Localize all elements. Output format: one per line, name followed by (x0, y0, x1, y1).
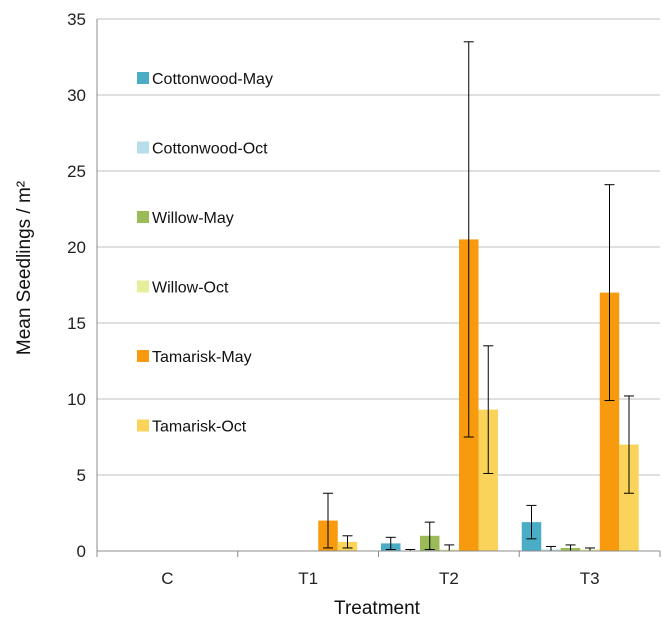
y-tick-label: 5 (77, 466, 86, 485)
axes (96, 19, 661, 557)
bar (599, 292, 620, 551)
legend-swatch (137, 419, 149, 432)
legend-swatch (137, 211, 149, 223)
legend-label: Cottonwood-Oct (152, 141, 268, 158)
legend-swatch (137, 350, 149, 362)
y-axis-title: Mean Seedlings / m² (14, 181, 35, 355)
legend-label: Tamarisk-Oct (152, 419, 247, 436)
legend-swatch (137, 72, 149, 84)
legend-label: Tamarisk-May (152, 349, 252, 366)
y-tick-label: 15 (67, 314, 86, 333)
legend-label: Willow-Oct (152, 280, 229, 297)
bar (478, 409, 498, 551)
x-tick-label: T3 (580, 569, 600, 588)
x-tick-labels: C T1 T2 T3 (161, 569, 599, 588)
bar (619, 444, 639, 551)
y-tick-labels: 0 5 10 15 20 25 30 35 (67, 10, 86, 561)
y-tick-label: 0 (77, 542, 86, 561)
gridlines (97, 18, 660, 476)
x-tick-label: T2 (439, 569, 459, 588)
y-tick-label: 20 (67, 238, 86, 257)
y-tick-label: 10 (67, 390, 86, 409)
x-tick-label: C (161, 569, 173, 588)
y-tick-label: 35 (67, 10, 86, 29)
legend-swatch (137, 141, 149, 154)
y-tick-label: 30 (67, 86, 86, 105)
y-tick-label: 25 (67, 162, 86, 181)
legend-label: Cottonwood-May (152, 71, 273, 88)
legend-label: Willow-May (152, 210, 234, 227)
x-tick-label: T1 (298, 569, 318, 588)
bars (318, 239, 639, 551)
x-axis-title: Treatment (334, 598, 421, 619)
legend-swatch (137, 280, 149, 293)
legend: Cottonwood-May Cottonwood-Oct Willow-May Wi… (137, 71, 273, 436)
